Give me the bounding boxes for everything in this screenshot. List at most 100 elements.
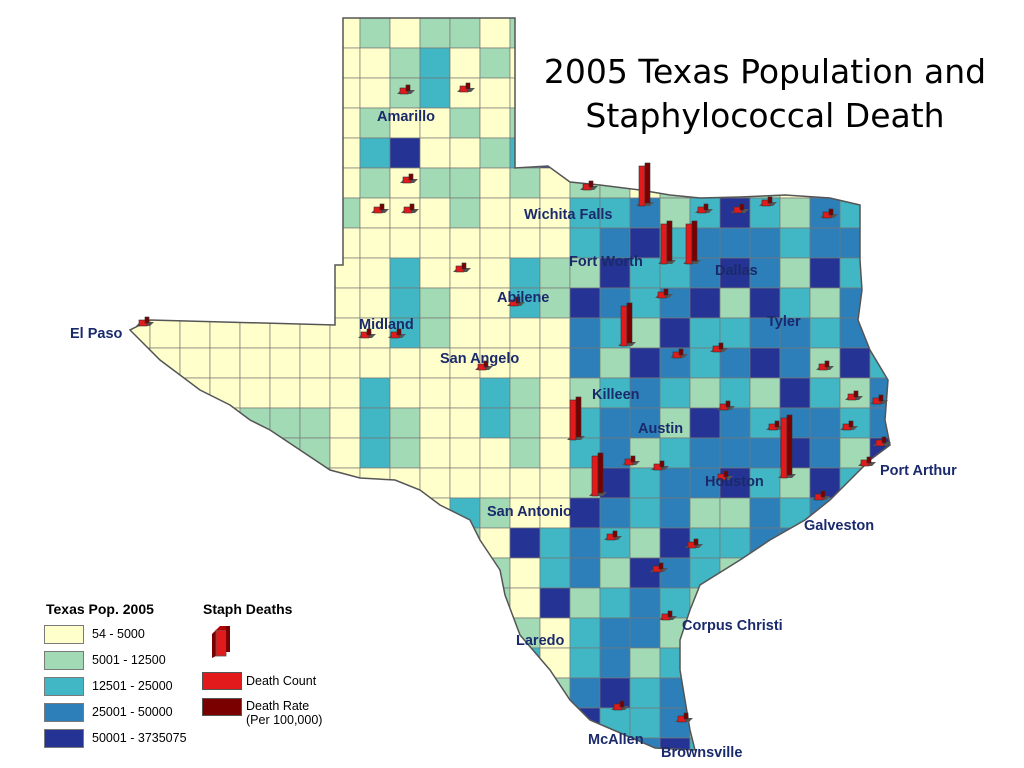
county-132 <box>179 167 211 199</box>
county-32 <box>299 47 331 79</box>
county-473 <box>269 557 301 589</box>
county-20 <box>719 18 751 49</box>
county-254 <box>719 287 751 319</box>
county-346 <box>359 407 391 439</box>
county-237 <box>209 287 241 319</box>
county-648 <box>839 737 871 750</box>
county-235 <box>149 287 181 319</box>
county-516 <box>779 587 811 619</box>
county-561 <box>569 647 601 679</box>
county-335 <box>809 377 841 409</box>
city-label-brownsville: Brownsville <box>661 745 743 761</box>
county-220 <box>479 257 511 289</box>
death-marker-26 <box>622 455 640 466</box>
county-407 <box>629 467 661 499</box>
county-472 <box>239 557 271 589</box>
county-301 <box>569 347 601 379</box>
county-292 <box>299 347 331 379</box>
death-marker-36 <box>611 700 629 711</box>
city-label-dallas: Dallas <box>715 263 758 279</box>
county-492 <box>839 557 871 589</box>
county-199 <box>629 227 661 259</box>
county-368 <box>239 437 271 469</box>
county-349 <box>449 407 481 439</box>
county-609 <box>449 707 481 739</box>
county-418 <box>179 497 211 529</box>
legend-swatch-3 <box>44 677 84 696</box>
county-125 <box>749 137 781 169</box>
death-marker-8 <box>731 203 749 214</box>
county-302 <box>599 347 631 379</box>
county-647 <box>809 737 841 750</box>
county-509 <box>569 587 601 619</box>
county-187 <box>269 227 301 259</box>
county-283 <box>809 317 841 349</box>
county-135 <box>269 167 301 199</box>
county-112 <box>359 137 391 169</box>
county-444 <box>179 527 211 559</box>
county-334 <box>779 377 811 409</box>
county-265 <box>269 317 301 349</box>
county-234 <box>130 287 151 319</box>
county-470 <box>179 557 211 589</box>
county-126 <box>779 137 811 169</box>
county-378 <box>539 437 571 469</box>
county-635 <box>449 737 481 750</box>
death-marker-2 <box>400 173 418 184</box>
city-label-amarillo: Amarillo <box>377 109 436 125</box>
county-422 <box>299 497 331 529</box>
county-522 <box>179 617 211 649</box>
legend-population-title: Texas Pop. 2005 <box>46 601 154 617</box>
county-64 <box>479 77 511 109</box>
county-193 <box>449 227 481 259</box>
county-588 <box>599 677 631 709</box>
county-155 <box>869 167 890 199</box>
county-63 <box>449 77 481 109</box>
county-113 <box>389 137 421 169</box>
county-320 <box>359 377 391 409</box>
county-104 <box>130 137 151 169</box>
county-290 <box>239 347 271 379</box>
county-489 <box>749 557 781 589</box>
county-315 <box>209 377 241 409</box>
county-506 <box>479 587 511 619</box>
county-124 <box>719 137 751 169</box>
county-242 <box>359 287 391 319</box>
county-401 <box>449 467 481 499</box>
county-85 <box>329 107 361 139</box>
county-275 <box>569 317 601 349</box>
county-131 <box>149 167 181 199</box>
city-label-mcallen: McAllen <box>588 732 644 748</box>
death-marker-10 <box>820 208 838 219</box>
county-230 <box>779 257 811 289</box>
county-189 <box>329 227 361 259</box>
county-274 <box>539 317 571 349</box>
county-454 <box>479 527 511 559</box>
death-marker-23 <box>840 420 858 431</box>
county-554 <box>359 647 391 679</box>
county-255 <box>749 287 781 319</box>
city-label-galveston: Galveston <box>804 518 875 534</box>
county-251 <box>629 287 661 319</box>
county-1 <box>149 18 181 49</box>
city-label-killeen: Killeen <box>592 387 640 403</box>
county-182 <box>130 227 151 259</box>
county-341 <box>209 407 241 439</box>
county-634 <box>419 737 451 750</box>
county-558 <box>479 647 511 679</box>
county-149 <box>689 167 721 199</box>
county-507 <box>509 587 541 619</box>
death-marker-38 <box>136 316 154 327</box>
county-637 <box>509 737 541 750</box>
county-411 <box>749 467 781 499</box>
death-marker-29 <box>715 470 733 481</box>
county-140 <box>419 167 451 199</box>
county-116 <box>479 137 511 169</box>
legend-death-count-label: Death Count <box>246 674 317 688</box>
county-130 <box>130 167 151 199</box>
county-321 <box>389 377 421 409</box>
county-429 <box>509 497 541 529</box>
county-238 <box>239 287 271 319</box>
county-441 <box>869 497 890 529</box>
county-555 <box>389 647 421 679</box>
